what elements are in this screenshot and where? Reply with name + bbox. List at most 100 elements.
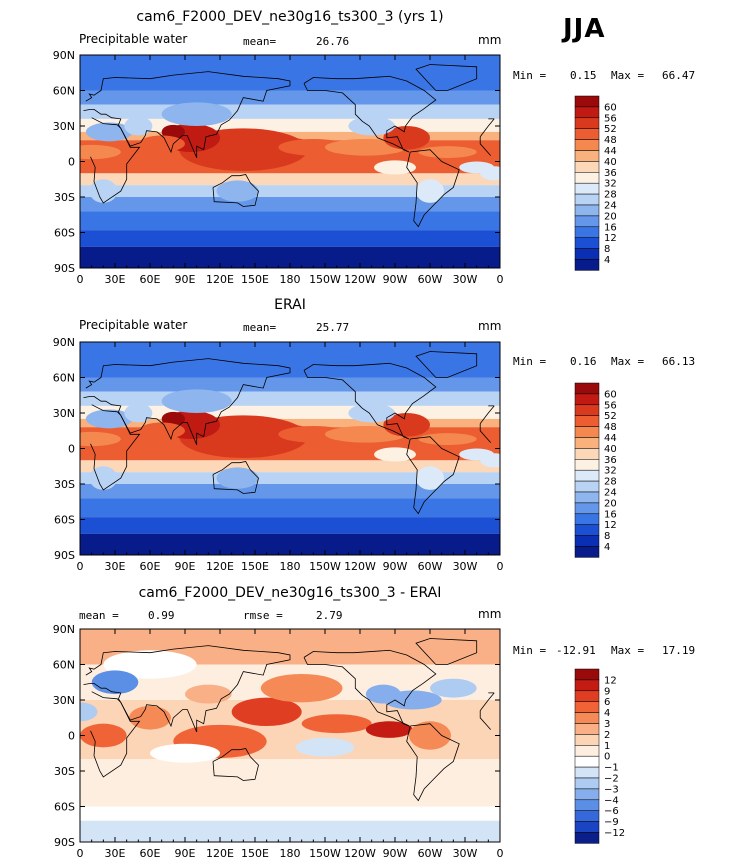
colorbar-label: 48: [604, 135, 617, 146]
colorbar-label: −1: [604, 763, 619, 774]
mean-label: mean=: [243, 321, 277, 334]
colorbar-label: 20: [604, 498, 617, 509]
min-value: -12.91: [556, 644, 596, 657]
field-blob: [348, 116, 395, 136]
field-blob: [301, 634, 419, 659]
coastline: [83, 71, 495, 159]
field-blob: [480, 453, 500, 468]
field-blob: [124, 116, 153, 136]
x-tick-label: 0: [497, 560, 504, 573]
x-tick-label: 60W: [418, 560, 443, 573]
mean-value: 0.99: [148, 609, 175, 622]
map-plot: 0 30E 60E 90E 120E 150E 180 150W 120W 90W 60W 30W 09…: [53, 49, 617, 286]
y-tick-label: 60N: [53, 659, 75, 672]
field-band: [80, 230, 500, 247]
colorbar-box: [574, 712, 600, 724]
field-blob: [365, 684, 401, 704]
field-blob: [295, 737, 355, 757]
colorbar-label: −6: [604, 806, 619, 817]
x-tick-label: 90W: [383, 847, 408, 860]
coastline: [212, 748, 259, 781]
colorbar-label: 24: [604, 201, 617, 212]
colorbar-label: −12: [604, 828, 625, 839]
colorbar-label: 48: [604, 422, 617, 433]
variable-label: Precipitable water: [79, 318, 188, 332]
units-label: mm: [478, 319, 502, 333]
field-blob: [124, 403, 153, 423]
field-band: [80, 377, 500, 392]
min-value: 0.16: [570, 355, 597, 368]
field-band: [80, 173, 500, 186]
y-tick-label: 0: [68, 730, 75, 743]
field-blob: [216, 467, 259, 489]
min-label: Min =: [513, 69, 547, 82]
max-label: Max =: [611, 69, 645, 82]
x-tick-label: 30W: [453, 560, 478, 573]
colorbar-label: 4: [604, 542, 610, 553]
variable-label: Precipitable water: [79, 32, 188, 46]
x-tick-label: 60W: [418, 273, 443, 286]
field-band: [80, 820, 500, 842]
field-blob: [418, 433, 477, 445]
colorbar-box: [574, 745, 600, 757]
colorbar-label: 52: [604, 411, 617, 422]
colorbar-box: [574, 821, 600, 833]
min-label: Min =: [513, 355, 547, 368]
x-tick-label: 60E: [140, 560, 161, 573]
x-tick-label: 30W: [453, 273, 478, 286]
field-blob: [216, 180, 259, 202]
field-blob: [85, 409, 133, 429]
x-tick-label: 0: [497, 273, 504, 286]
coastline: [303, 75, 437, 153]
y-tick-label: 30N: [53, 407, 75, 420]
colorbar-box: [574, 755, 600, 768]
colorbar-label: 12: [604, 520, 617, 531]
field-blob: [129, 705, 171, 730]
y-tick-label: 0: [68, 443, 75, 456]
colorbar-label: 32: [604, 466, 617, 477]
y-tick-label: 60S: [54, 227, 75, 240]
max-value: 17.19: [662, 644, 696, 657]
y-tick-label: 60S: [54, 514, 75, 527]
colorbar-box: [574, 810, 600, 822]
panel-title: cam6_F2000_DEV_ne30g16_ts300_3 (yrs 1): [136, 9, 444, 25]
colorbar-label: 36: [604, 168, 617, 179]
field-band: [80, 185, 500, 197]
colorbar-label: 6: [604, 697, 610, 708]
colorbar-box: [574, 777, 600, 790]
x-tick-label: 0: [497, 847, 504, 860]
x-tick-label: 90W: [383, 560, 408, 573]
x-tick-label: 120E: [206, 273, 234, 286]
max-value: 66.13: [662, 355, 696, 368]
coastline: [415, 638, 478, 665]
x-tick-label: 0: [77, 560, 84, 573]
field-band: [80, 246, 500, 268]
colorbar-label: 60: [604, 389, 617, 400]
field-blob: [231, 775, 302, 790]
x-tick-label: 30E: [105, 560, 126, 573]
coastline: [415, 351, 478, 378]
field-band: [80, 484, 500, 499]
coastline: [303, 649, 437, 727]
x-tick-label: 150W: [309, 273, 341, 286]
colorbar-label: 36: [604, 455, 617, 466]
colorbar-label: 52: [604, 124, 617, 135]
colorbar-label: −9: [604, 817, 619, 828]
y-tick-label: 60N: [53, 85, 75, 98]
field-blob: [161, 389, 232, 413]
x-tick-label: 150E: [241, 273, 269, 286]
x-tick-label: 150E: [241, 847, 269, 860]
y-tick-label: 90S: [54, 262, 75, 275]
field-band: [80, 90, 500, 105]
colorbar-box: [574, 701, 600, 713]
colorbar-label: −2: [604, 774, 619, 785]
coastline: [406, 436, 460, 515]
y-tick-label: 30S: [54, 765, 75, 778]
x-tick-label: 180: [280, 273, 301, 286]
coastline: [212, 174, 259, 207]
colorbar-label: 12: [604, 233, 617, 244]
coastline: [90, 117, 495, 204]
max-label: Max =: [611, 355, 645, 368]
colorbar-label: 9: [604, 686, 610, 697]
x-tick-label: 60W: [418, 847, 443, 860]
